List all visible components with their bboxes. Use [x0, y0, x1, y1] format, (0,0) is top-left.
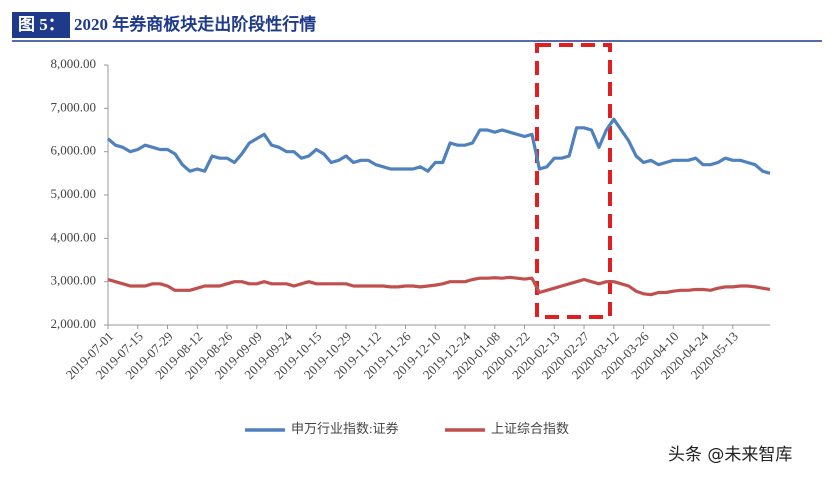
watermark: 头条 @未来智库 — [668, 445, 792, 465]
series-line — [107, 275, 771, 297]
legend-label: 上证综合指数 — [491, 421, 569, 436]
y-tick-label: 3,000.00 — [51, 273, 97, 288]
y-tick-label: 4,000.00 — [51, 229, 97, 244]
y-tick-label: 2,000.00 — [51, 316, 97, 331]
legend-label: 申万行业指数:证券 — [291, 421, 399, 436]
series-line — [106, 117, 771, 175]
y-tick-label: 6,000.00 — [51, 143, 97, 158]
y-tick-label: 5,000.00 — [51, 186, 97, 201]
highlight-box — [535, 43, 612, 319]
chart-title: 2020 年券商板块走出阶段性行情 — [74, 14, 316, 34]
figure-label-box — [12, 12, 70, 38]
y-tick-label: 8,000.00 — [51, 56, 97, 71]
figure-label: 图 5： — [18, 15, 65, 34]
y-tick-label: 7,000.00 — [51, 99, 97, 114]
